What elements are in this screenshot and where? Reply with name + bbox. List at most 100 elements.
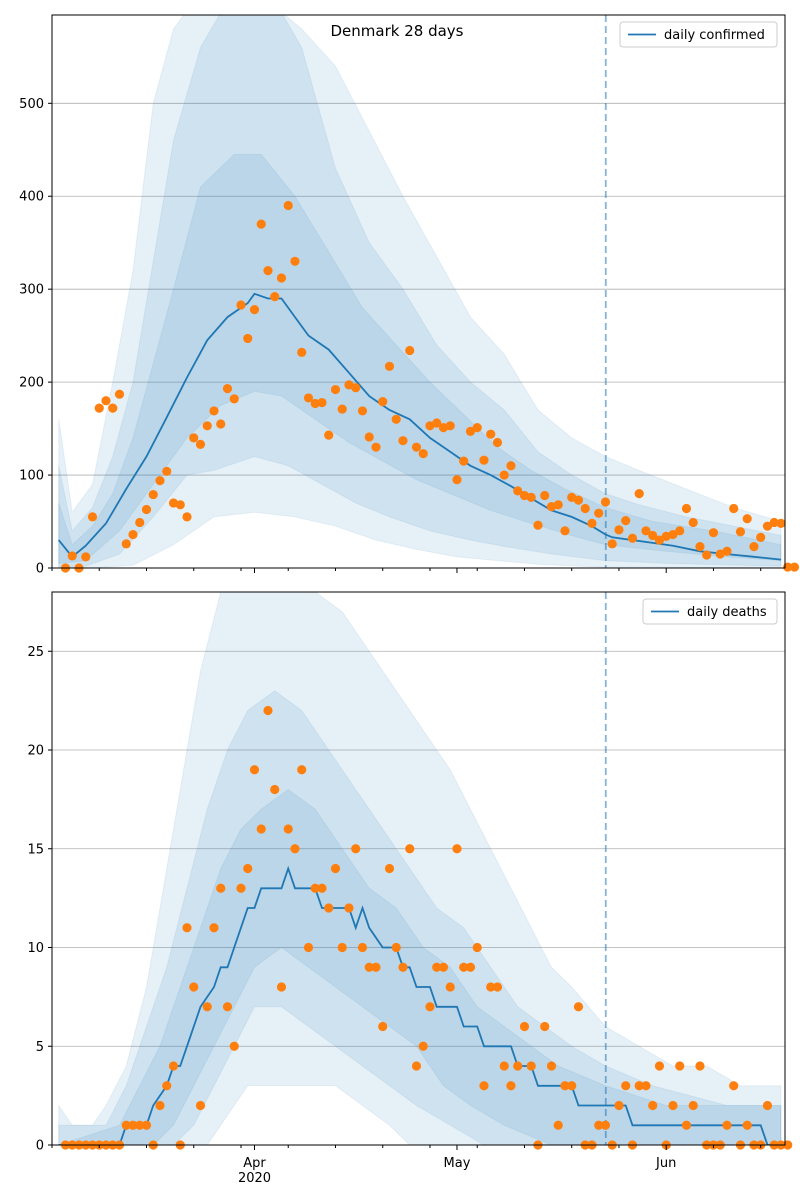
- data-point: [648, 530, 658, 541]
- legend-box: [619, 21, 778, 48]
- data-point: [587, 518, 597, 528]
- data-point: [486, 429, 496, 439]
- data-point: [769, 517, 779, 528]
- data-point: [202, 1002, 212, 1012]
- data-point: [465, 426, 476, 436]
- data-point: [492, 982, 503, 992]
- data-point: [526, 492, 536, 502]
- data-point: [135, 517, 145, 528]
- data-point: [249, 765, 260, 775]
- data-point: [351, 844, 361, 854]
- data-point: [756, 532, 766, 542]
- data-point: [648, 1100, 658, 1111]
- data-point: [573, 495, 584, 505]
- data-point: [560, 1081, 570, 1091]
- data-point: [155, 476, 165, 486]
- data-point: [627, 533, 638, 543]
- y-tick-label: 500: [19, 97, 44, 112]
- data-point: [391, 942, 401, 953]
- data-point: [256, 824, 266, 834]
- data-point: [418, 1041, 428, 1051]
- data-point: [695, 1061, 705, 1071]
- data-point: [357, 942, 368, 953]
- data-point: [405, 844, 415, 854]
- data-point: [175, 500, 185, 510]
- data-point: [708, 528, 719, 538]
- data-point: [236, 883, 246, 893]
- data-point: [310, 883, 320, 893]
- data-point: [452, 844, 462, 854]
- data-point: [621, 516, 631, 526]
- data-point: [654, 1061, 665, 1071]
- plot-area: [52, 15, 785, 568]
- y-tick-label: 15: [27, 842, 44, 857]
- data-point: [189, 433, 199, 443]
- x-tick-label: Jun: [655, 1156, 676, 1171]
- data-point: [344, 903, 354, 913]
- axes-frame: [51, 14, 786, 569]
- y-tick-label: 100: [19, 469, 44, 484]
- data-point: [276, 273, 287, 283]
- y-tick-label: 0: [36, 1139, 44, 1154]
- data-point: [101, 396, 111, 406]
- data-point: [330, 384, 341, 395]
- data-point: [195, 439, 206, 449]
- data-point: [135, 1120, 145, 1130]
- data-point: [533, 520, 543, 530]
- data-point: [229, 394, 239, 404]
- data-point: [735, 527, 746, 537]
- data-point: [108, 403, 118, 413]
- data-point: [506, 461, 516, 471]
- data-point: [472, 423, 482, 433]
- data-point: [749, 542, 759, 552]
- data-point: [499, 1061, 509, 1071]
- data-point: [411, 1061, 422, 1071]
- data-point: [479, 1081, 489, 1091]
- y-tick-label: 25: [27, 645, 44, 660]
- data-point: [378, 397, 388, 407]
- data-point: [263, 265, 273, 276]
- data-point: [641, 526, 651, 536]
- data-point: [317, 883, 327, 893]
- data-point: [702, 550, 712, 560]
- data-point: [378, 1021, 388, 1032]
- data-point: [141, 1120, 152, 1130]
- data-point: [600, 497, 611, 507]
- data-point: [486, 982, 496, 992]
- data-point: [418, 449, 428, 459]
- data-point: [270, 784, 280, 795]
- data-point: [445, 421, 455, 431]
- axes-frame: [51, 591, 786, 1146]
- data-point: [600, 1120, 611, 1130]
- data-point: [297, 347, 307, 357]
- data-point: [526, 1061, 536, 1071]
- data-point: [337, 942, 347, 953]
- data-point: [243, 333, 253, 344]
- data-point: [641, 1081, 651, 1091]
- credible-band-2: [58, 788, 782, 1145]
- data-point: [364, 962, 374, 972]
- data-point: [148, 489, 158, 500]
- data-point: [506, 1081, 516, 1091]
- data-point: [155, 1100, 165, 1111]
- data-point: [513, 486, 523, 496]
- credible-band-2: [58, 153, 782, 564]
- data-point: [438, 962, 449, 972]
- data-point: [182, 923, 192, 933]
- data-point: [459, 962, 469, 972]
- data-point: [567, 1081, 577, 1091]
- data-point: [681, 1120, 692, 1130]
- data-point: [675, 1061, 685, 1071]
- data-point: [357, 406, 368, 416]
- data-point: [492, 437, 503, 448]
- data-point: [195, 1100, 206, 1111]
- data-point: [216, 419, 226, 429]
- data-point: [324, 903, 334, 913]
- data-point: [695, 542, 705, 552]
- data-point: [317, 397, 327, 408]
- data-point: [209, 923, 219, 933]
- data-point: [141, 504, 152, 515]
- data-point: [121, 1120, 131, 1130]
- data-point: [87, 512, 98, 522]
